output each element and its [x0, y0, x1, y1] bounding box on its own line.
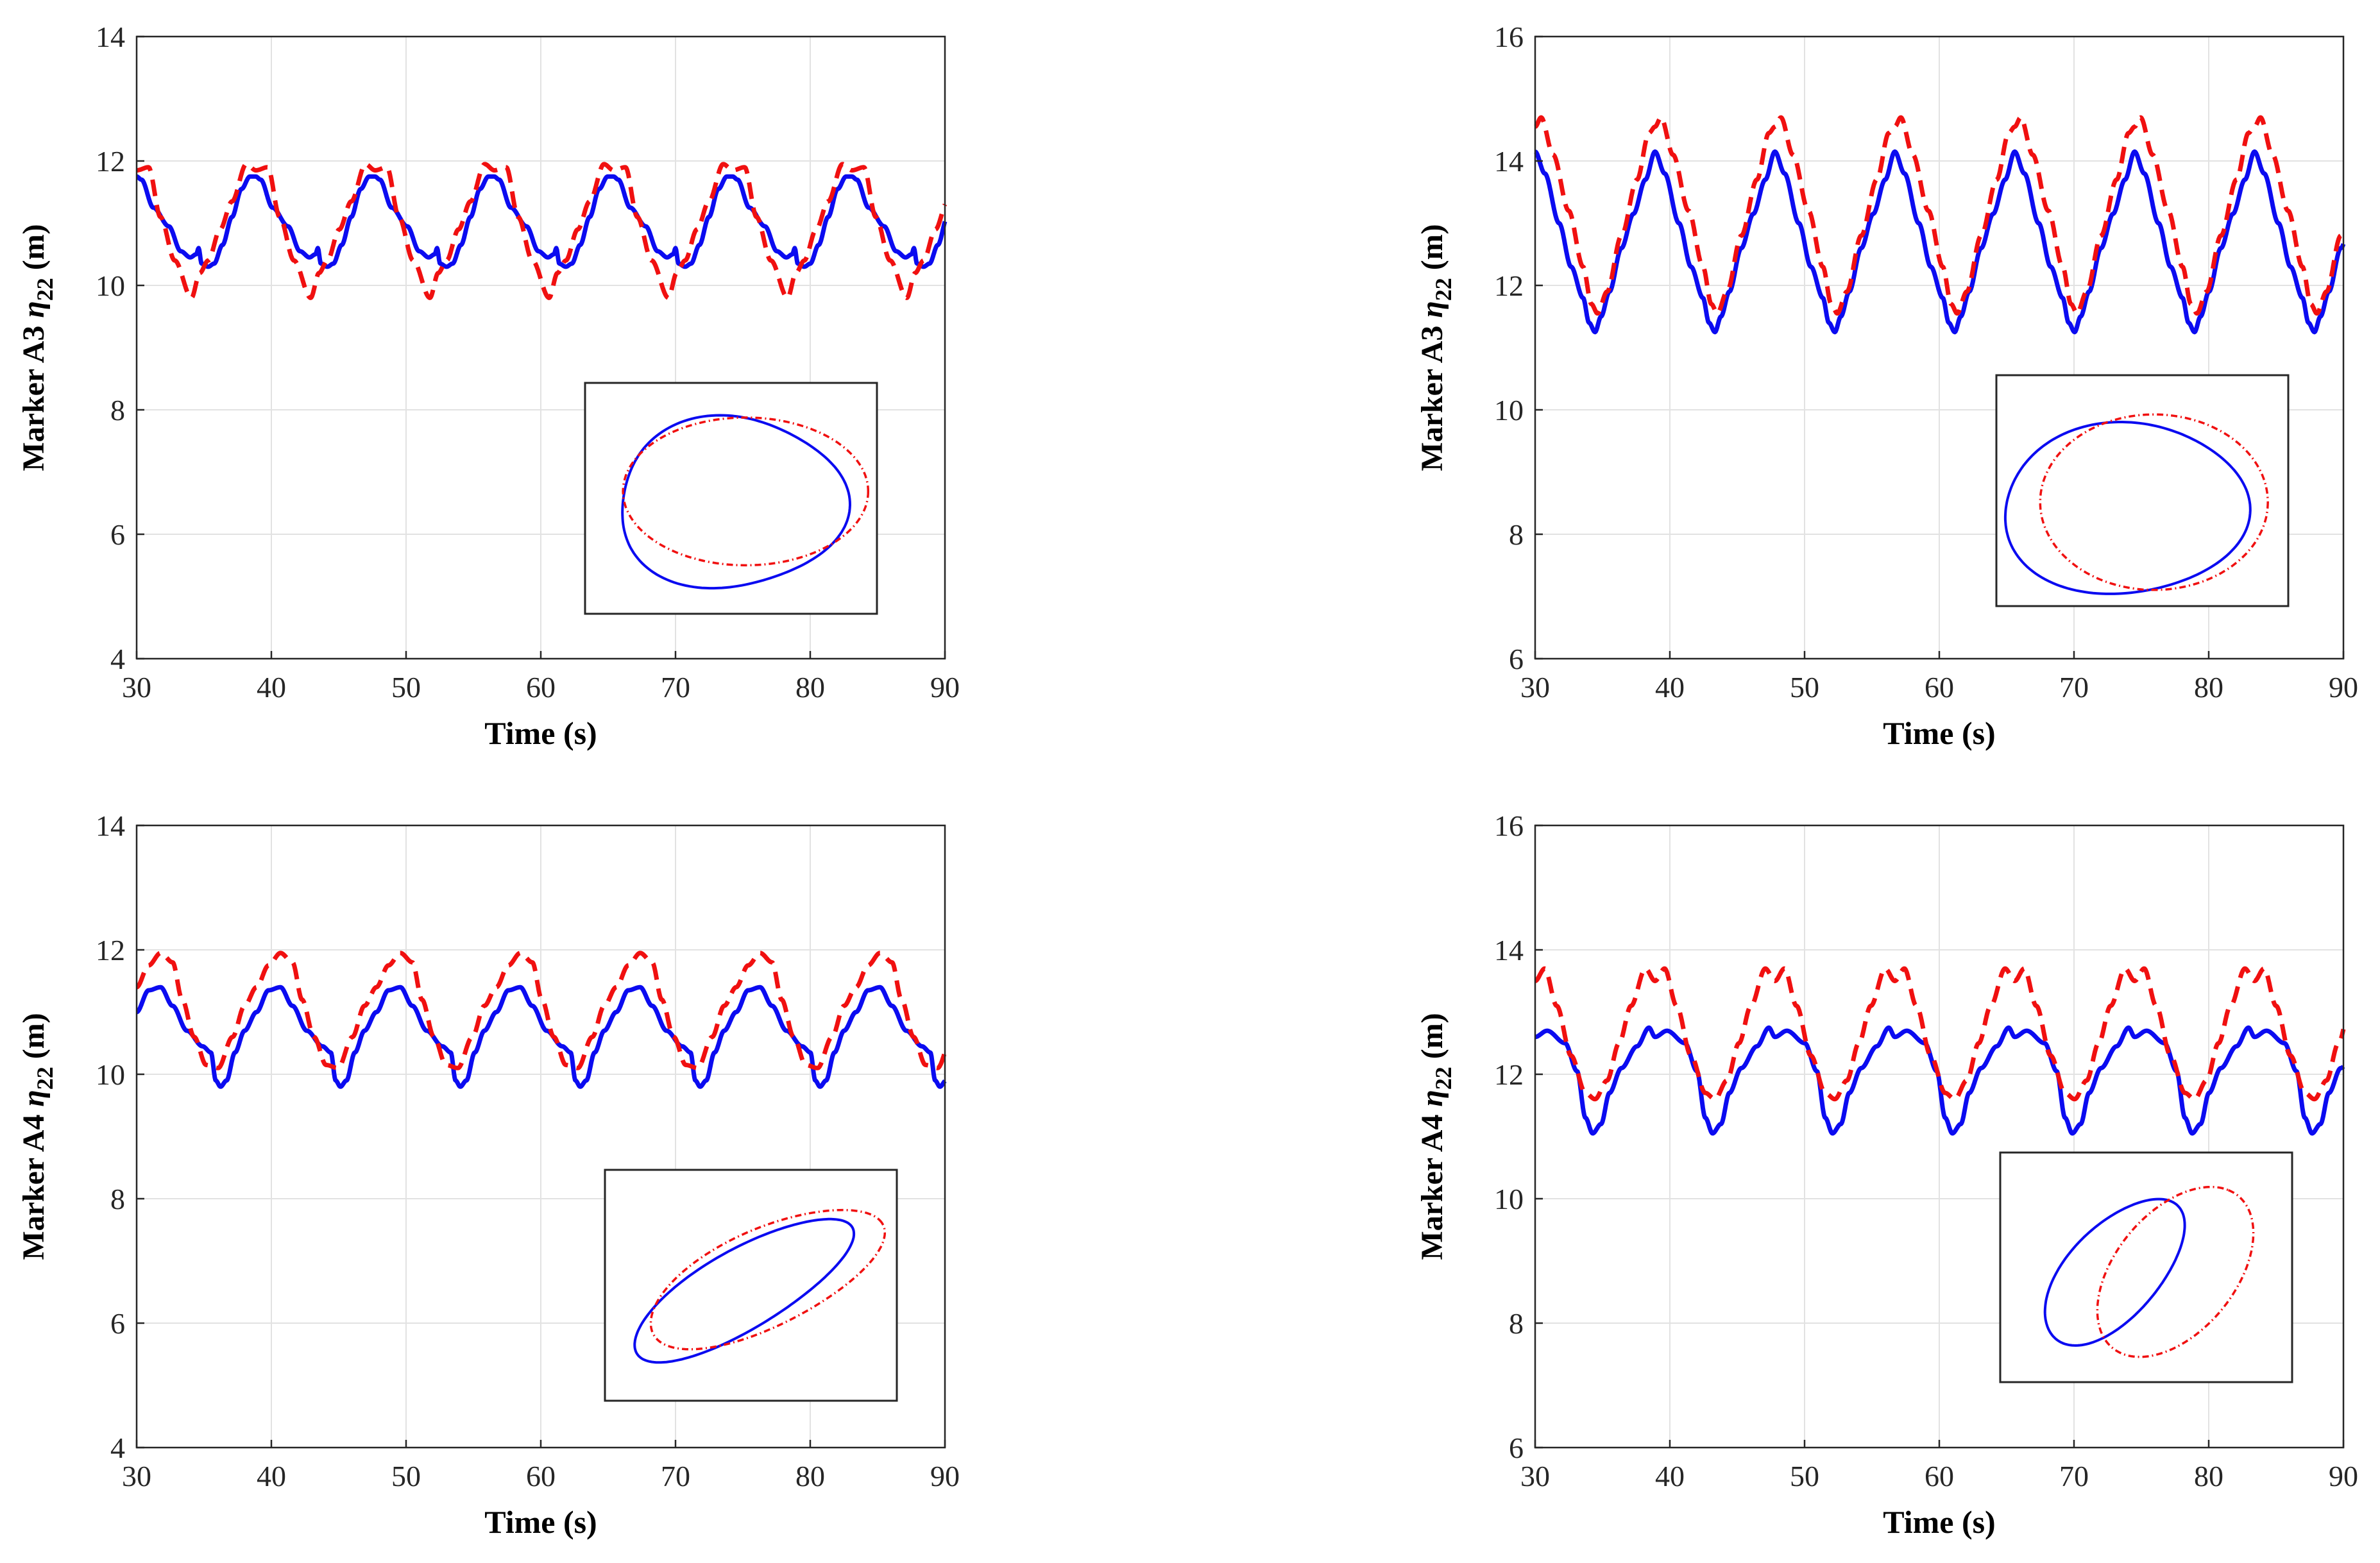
x-tick-label: 30 [1520, 1460, 1550, 1492]
y-tick-label: 10 [1494, 1183, 1524, 1215]
panel-a4-right: 30 40 50 60 70 80 90 6 8 10 12 14 16 Time (s) Marker A… [1415, 809, 2358, 1540]
y-axis-label-prefix: Marker A4 [17, 1107, 51, 1260]
x-tick-label: 80 [795, 1460, 825, 1492]
y-axis-label-unit: (m) [1415, 1013, 1449, 1067]
inset-box [584, 382, 878, 615]
inset-box [604, 1169, 898, 1402]
series-experiment [1533, 1025, 2345, 1136]
y-tick-label: 12 [1494, 269, 1524, 302]
x-tick-label: 30 [122, 1460, 151, 1492]
y-axis-label-subscript: 22 [32, 278, 58, 301]
y-axis-label: Marker A4 η22 (m) [1415, 1013, 1456, 1260]
y-tick-label: 14 [96, 809, 125, 842]
y-tick-label: 6 [1509, 643, 1524, 675]
x-tick-label: 30 [122, 671, 151, 704]
y-tick-label: 10 [96, 1058, 125, 1091]
y-tick-label: 4 [110, 1432, 125, 1464]
x-tick-label: 50 [1790, 671, 1819, 704]
y-axis-label-subscript: 22 [1431, 1067, 1456, 1090]
y-tick-label: 8 [110, 394, 125, 427]
x-tick-label: 60 [1925, 1460, 1954, 1492]
x-tick-label: 40 [1655, 1460, 1685, 1492]
x-tick-label: 80 [2194, 671, 2223, 704]
y-tick-label: 12 [1494, 1058, 1524, 1091]
y-tick-label: 6 [110, 518, 125, 551]
inset-loop-simulation [622, 416, 870, 567]
x-tick-label: 40 [257, 671, 286, 704]
y-axis-label-unit: (m) [17, 1013, 51, 1067]
inset-loop-simulation [2096, 1185, 2255, 1358]
inset-loop-simulation [649, 1208, 887, 1351]
x-tick-label: 70 [2059, 671, 2089, 704]
y-axis-label-unit: (m) [1415, 224, 1449, 278]
series-simulation [1533, 115, 2346, 316]
series-simulation [135, 950, 948, 1070]
y-tick-label: 14 [1494, 934, 1524, 967]
y-tick-label: 10 [1494, 394, 1524, 427]
series-experiment [135, 174, 948, 269]
x-tick-label: 50 [391, 1460, 421, 1492]
y-tick-label: 6 [1509, 1432, 1524, 1464]
y-tick-label: 8 [1509, 1307, 1524, 1340]
x-axis-label: Time (s) [484, 715, 597, 751]
y-tick-label: 14 [96, 21, 125, 53]
y-axis-label-subscript: 22 [1431, 278, 1456, 301]
y-axis-label-prefix: Marker A4 [1415, 1107, 1449, 1260]
y-axis-label: Marker A3 η22 (m) [17, 224, 58, 471]
x-tick-label: 90 [930, 1460, 960, 1492]
x-tick-label: 80 [2194, 1460, 2223, 1492]
y-tick-label: 16 [1494, 21, 1524, 53]
inset-loop-simulation [2039, 413, 2269, 591]
panel-a3-right: 30 40 50 60 70 80 90 6 8 10 12 14 16 Time (s) Marker A… [1415, 21, 2358, 751]
x-tick-label: 70 [2059, 1460, 2089, 1492]
inset-box [1999, 1151, 2293, 1383]
panel-a4-left: 30 40 50 60 70 80 90 4 6 8 10 12 14 Time (s) Marker A4… [17, 809, 960, 1540]
x-tick-label: 80 [795, 671, 825, 704]
x-tick-label: 90 [930, 671, 960, 704]
y-axis-label-unit: (m) [17, 224, 51, 278]
x-axis-label: Time (s) [1883, 1504, 1995, 1540]
y-tick-label: 4 [110, 643, 125, 675]
series-experiment [135, 984, 947, 1089]
inset-box [1995, 374, 2290, 607]
inset-loop-experiment [2043, 1197, 2186, 1347]
y-axis-label-symbol: η [17, 301, 51, 317]
x-tick-label: 50 [1790, 1460, 1819, 1492]
panel-a3-left: 30 40 50 60 70 80 90 4 6 8 10 12 14 Time (s) Marker A3… [17, 21, 960, 751]
y-tick-label: 12 [96, 145, 125, 178]
y-axis-label: Marker A4 η22 (m) [17, 1013, 58, 1260]
y-tick-label: 8 [1509, 518, 1524, 551]
inset-loop-experiment [621, 414, 852, 590]
x-tick-label: 60 [526, 1460, 556, 1492]
y-axis-label-prefix: Marker A3 [17, 318, 51, 471]
x-tick-label: 40 [1655, 671, 1685, 704]
inset-loop-experiment [2003, 421, 2252, 595]
y-tick-label: 8 [110, 1183, 125, 1215]
x-tick-label: 50 [391, 671, 421, 704]
y-axis-label-symbol: η [17, 1090, 51, 1106]
y-tick-label: 16 [1494, 809, 1524, 842]
inset-loop-experiment [633, 1217, 856, 1364]
y-axis-label: Marker A3 η22 (m) [1415, 224, 1456, 471]
y-tick-label: 6 [110, 1307, 125, 1340]
x-tick-label: 60 [1925, 671, 1954, 704]
y-axis-label-subscript: 22 [32, 1067, 58, 1090]
y-axis-label-symbol: η [1415, 301, 1449, 317]
y-axis-label-symbol: η [1415, 1090, 1449, 1106]
y-tick-label: 12 [96, 934, 125, 967]
y-tick-label: 14 [1494, 145, 1524, 178]
x-tick-label: 70 [661, 1460, 690, 1492]
x-axis-label: Time (s) [484, 1504, 597, 1540]
y-axis-label-prefix: Marker A3 [1415, 318, 1449, 471]
x-tick-label: 40 [257, 1460, 286, 1492]
x-axis-label: Time (s) [1883, 715, 1995, 751]
x-tick-label: 90 [2329, 671, 2358, 704]
x-tick-label: 70 [661, 671, 690, 704]
series-simulation [135, 162, 948, 300]
x-tick-label: 30 [1520, 671, 1550, 704]
y-tick-label: 10 [96, 269, 125, 302]
x-tick-label: 60 [526, 671, 556, 704]
x-tick-label: 90 [2329, 1460, 2358, 1492]
